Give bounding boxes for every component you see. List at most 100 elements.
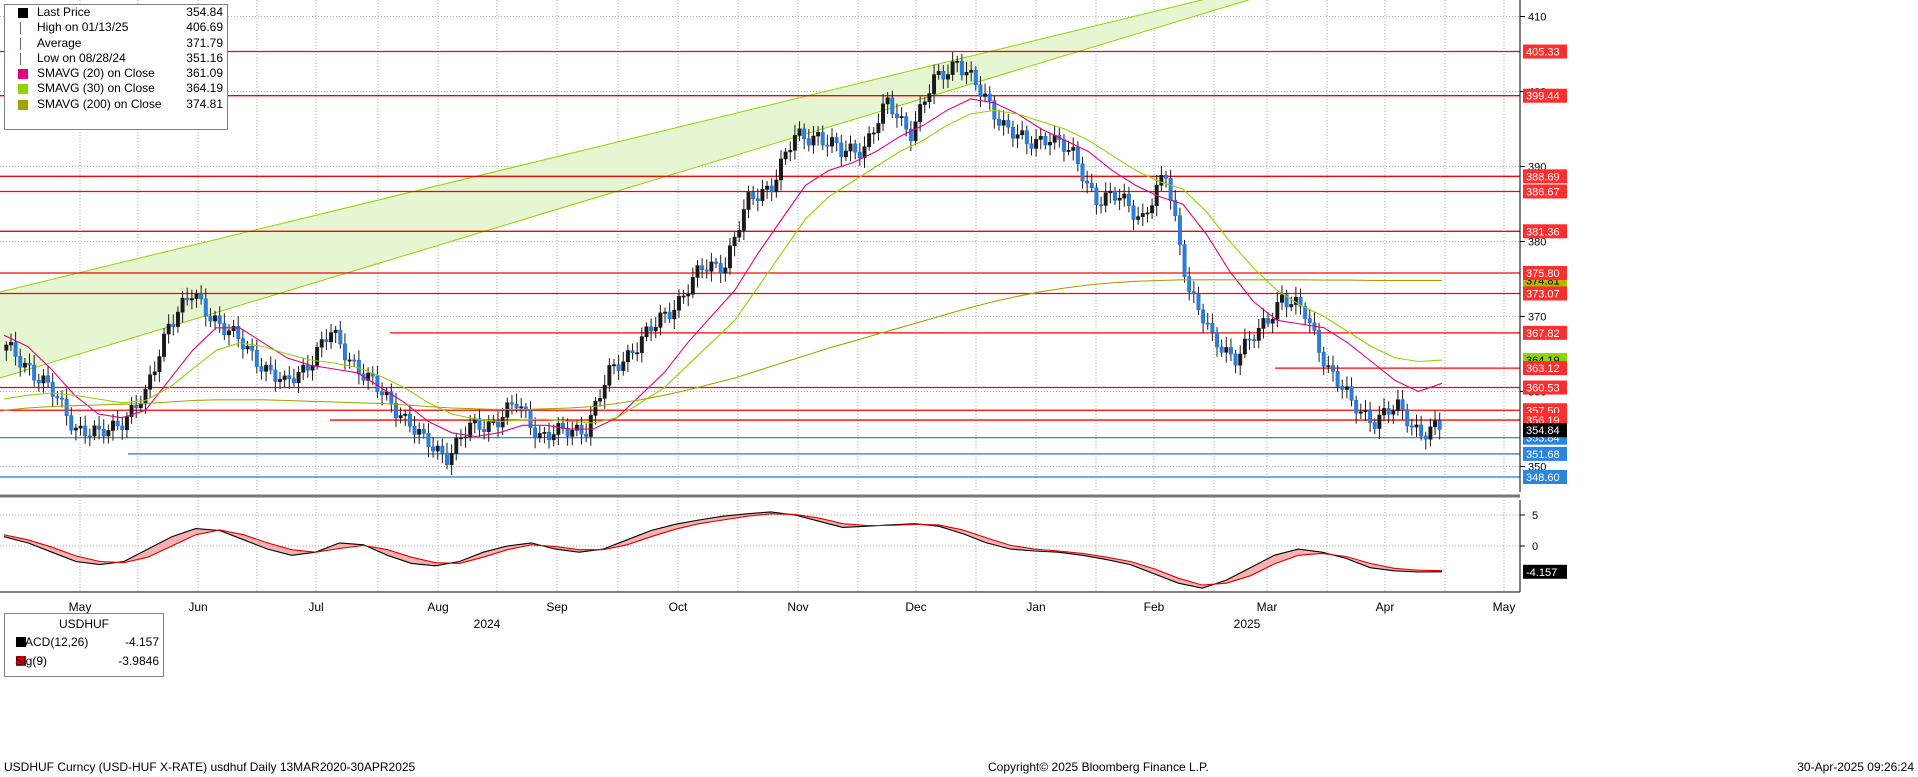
candle-body xyxy=(1233,353,1238,366)
candle-body xyxy=(282,375,287,380)
macd-swatch xyxy=(16,637,26,647)
candle-body xyxy=(342,343,347,361)
candle-body xyxy=(46,375,51,383)
candle-body xyxy=(254,350,259,367)
candle-body xyxy=(830,137,834,147)
legend-label: SMAVG (200) on Close xyxy=(37,96,162,111)
candle-body xyxy=(398,415,403,419)
candle-body xyxy=(1145,212,1150,215)
candle-body xyxy=(1419,424,1424,437)
candle-body xyxy=(751,192,756,200)
signal-line xyxy=(3,513,1443,586)
candle-body xyxy=(375,375,380,392)
candle-body xyxy=(1126,193,1131,207)
footer-copyright: Copyright© 2025 Bloomberg Finance L.P. xyxy=(988,760,1209,774)
candle-body xyxy=(1215,332,1219,348)
candle-body xyxy=(69,415,74,431)
price-legend-row: Low on 08/28/24 351.16 xyxy=(5,51,227,66)
candle-body xyxy=(435,445,440,452)
candle-body xyxy=(1256,328,1261,341)
legend-value: 371.79 xyxy=(186,35,223,50)
candle-body xyxy=(129,404,134,417)
candle-body xyxy=(834,137,839,144)
legend-value: 361.09 xyxy=(186,66,223,81)
tag-red-level-bg xyxy=(1523,184,1567,199)
candle-body xyxy=(1201,309,1206,324)
candle-body xyxy=(732,236,737,247)
candle-body xyxy=(407,413,412,427)
candle-body xyxy=(565,428,570,437)
x-axis-month-label: Apr xyxy=(1376,600,1395,614)
candle-body xyxy=(1113,190,1117,201)
candle-body xyxy=(463,436,468,439)
candle-body xyxy=(1372,422,1377,429)
candle-body xyxy=(482,429,487,432)
candle-body xyxy=(1182,244,1187,277)
candle-body xyxy=(588,415,593,437)
candle-body xyxy=(1150,205,1155,214)
candle-body xyxy=(1020,130,1025,135)
candle-body xyxy=(695,265,700,278)
candle-body xyxy=(932,74,937,94)
candle-body xyxy=(1238,353,1243,366)
candle-body xyxy=(885,97,890,105)
candle-body xyxy=(1363,410,1368,413)
candle-body xyxy=(217,315,222,324)
legend-marker xyxy=(20,52,21,65)
candle-body xyxy=(607,365,612,386)
legend-label: High on 01/13/25 xyxy=(37,20,129,35)
moving-average-line xyxy=(3,98,1443,438)
price-legend-row: SMAVG (30) on Close 364.19 xyxy=(5,81,227,96)
candle-body xyxy=(36,379,41,384)
candle-body xyxy=(245,345,250,350)
candle-body xyxy=(1303,305,1308,319)
candle-body xyxy=(1029,143,1034,149)
sig-legend-name: Sig(9) xyxy=(15,654,48,668)
candle-body xyxy=(1071,147,1076,151)
price-legend-row: SMAVG (200) on Close 374.81 xyxy=(5,97,227,112)
candle-body xyxy=(533,427,538,439)
candle-body xyxy=(445,452,449,465)
candle-body xyxy=(1164,174,1168,179)
tag-red-level-bg xyxy=(1523,88,1567,103)
candle-body xyxy=(1001,120,1006,126)
candle-body xyxy=(180,297,185,313)
candle-body xyxy=(421,429,426,434)
candle-body xyxy=(194,293,199,299)
candle-body xyxy=(528,409,533,429)
trend-channel-upper-line xyxy=(0,0,1204,293)
candle-body xyxy=(551,434,556,441)
legend-label: SMAVG (30) on Close xyxy=(37,81,155,96)
macd-legend: USDHUF MACD(12,26) -4.157 Sig(9) -3.9846 xyxy=(4,613,164,677)
candle-body xyxy=(802,128,807,139)
x-axis-month-label: Jul xyxy=(308,600,323,614)
candle-body xyxy=(1321,352,1326,367)
candle-body xyxy=(1409,425,1414,428)
candle-body xyxy=(1043,135,1048,146)
tag-blue-level: 351.68 xyxy=(1526,449,1560,461)
macd-last-tag: -4.157 xyxy=(1526,567,1557,579)
candle-body xyxy=(987,93,992,102)
candle-body xyxy=(1377,414,1382,429)
x-axis-month-label: May xyxy=(69,600,92,614)
candle-body xyxy=(612,364,616,367)
legend-value: 364.19 xyxy=(186,81,223,96)
candle-body xyxy=(1159,174,1164,186)
candle-body xyxy=(491,421,496,424)
candle-body xyxy=(890,97,895,115)
candle-body xyxy=(941,70,946,80)
candle-body xyxy=(64,398,69,417)
candle-body xyxy=(1034,139,1039,149)
x-axis-year-label: 2024 xyxy=(474,617,501,631)
tag-red-level-bg xyxy=(1523,286,1567,301)
price-legend-row: Average 371.79 xyxy=(5,36,227,51)
candle-body xyxy=(746,192,751,210)
candle-body xyxy=(1089,182,1094,189)
candle-body xyxy=(755,198,760,201)
candle-body xyxy=(788,149,793,153)
candle-body xyxy=(394,402,398,419)
candle-body xyxy=(792,135,797,151)
candle-body xyxy=(579,424,584,435)
candle-body xyxy=(1015,134,1020,139)
